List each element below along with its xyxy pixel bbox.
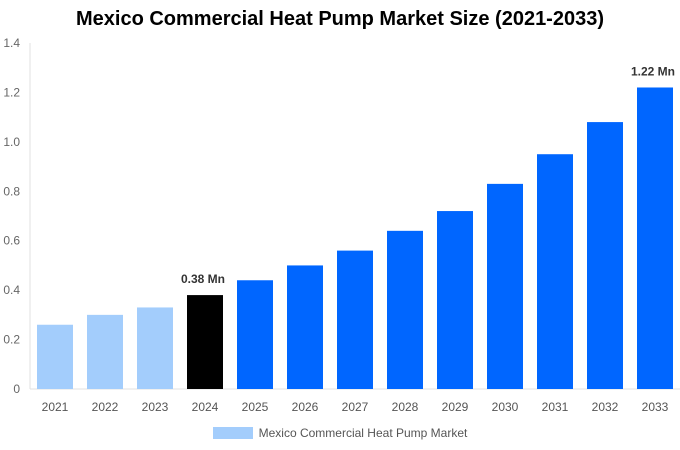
bar: [37, 324, 73, 389]
y-tick-label: 0: [13, 382, 20, 396]
bar: [537, 154, 573, 389]
x-tick-label: 2030: [492, 400, 519, 414]
x-tick-label: 2024: [192, 400, 219, 414]
y-tick-label: 1.0: [3, 135, 20, 149]
bar: [487, 183, 523, 389]
x-tick-label: 2027: [342, 400, 369, 414]
data-label: 0.38 Mn: [181, 272, 225, 286]
x-tick-label: 2023: [142, 400, 169, 414]
y-tick-label: 0.8: [3, 184, 20, 198]
x-tick-label: 2031: [542, 400, 569, 414]
bar: [237, 280, 273, 389]
x-tick-label: 2032: [592, 400, 619, 414]
data-label: 1.22 Mn: [631, 64, 675, 78]
x-tick-label: 2033: [642, 400, 669, 414]
legend: Mexico Commercial Heat Pump Market: [0, 426, 680, 440]
chart-title: Mexico Commercial Heat Pump Market Size …: [76, 8, 604, 30]
y-tick-label: 1.4: [3, 36, 20, 50]
bar: [387, 230, 423, 389]
x-tick-label: 2026: [292, 400, 319, 414]
bar: [587, 122, 623, 389]
x-tick-label: 2022: [92, 400, 119, 414]
x-tick-label: 2025: [242, 400, 269, 414]
y-tick-label: 0.6: [3, 234, 20, 248]
bar: [337, 250, 373, 389]
x-tick-label: 2021: [42, 400, 69, 414]
bar: [137, 307, 173, 389]
legend-label: Mexico Commercial Heat Pump Market: [258, 426, 468, 440]
bar: [637, 87, 673, 389]
x-tick-label: 2028: [392, 400, 419, 414]
bar: [187, 295, 223, 389]
bar: [437, 211, 473, 389]
y-tick-label: 0.2: [3, 333, 20, 347]
bar: [87, 314, 123, 389]
legend-swatch: [212, 427, 253, 439]
y-tick-label: 0.4: [3, 283, 20, 297]
bar: [287, 265, 323, 389]
y-tick-label: 1.2: [3, 85, 20, 99]
x-tick-label: 2029: [442, 400, 469, 414]
